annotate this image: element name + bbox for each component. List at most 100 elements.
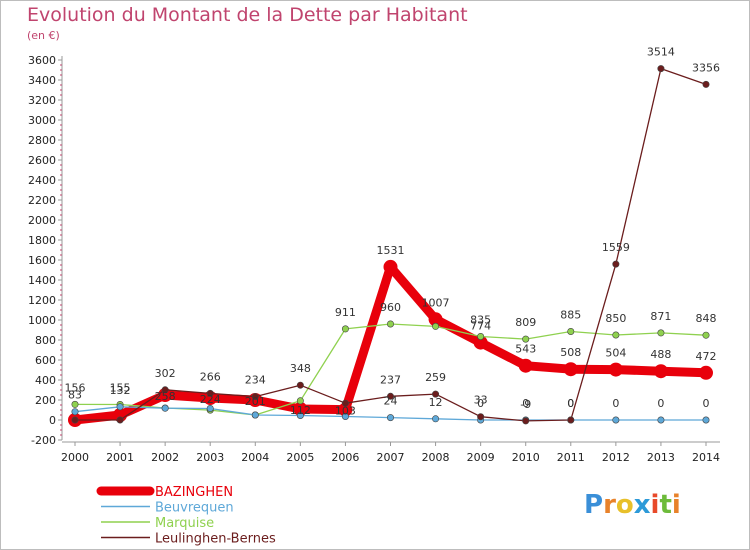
data-label: 0 xyxy=(657,397,664,410)
data-point xyxy=(116,416,124,424)
data-point xyxy=(432,322,440,330)
data-label: 960 xyxy=(380,301,401,314)
data-label: 237 xyxy=(380,373,401,386)
data-point xyxy=(702,331,710,339)
chart-title: Evolution du Montant de la Dette par Hab… xyxy=(27,4,468,26)
data-label: 112 xyxy=(290,404,311,417)
data-point xyxy=(477,413,485,421)
data-point xyxy=(653,364,668,379)
logo-letter: t xyxy=(659,490,672,520)
data-label: 850 xyxy=(605,312,626,325)
data-label: 12 xyxy=(429,396,443,409)
y-tick-label: 2000 xyxy=(28,214,56,227)
data-label: 1559 xyxy=(602,241,630,254)
data-point xyxy=(702,80,710,88)
x-tick-label: 2003 xyxy=(196,451,224,464)
data-label: -9 xyxy=(520,398,531,411)
data-label: 809 xyxy=(515,316,536,329)
chart-subtitle: (en €) xyxy=(27,29,60,42)
y-tick-label: 2600 xyxy=(28,154,56,167)
data-point xyxy=(116,403,124,411)
data-label: 885 xyxy=(560,309,581,322)
data-label: 0 xyxy=(567,397,574,410)
data-point xyxy=(522,335,530,343)
data-point xyxy=(383,259,398,274)
y-tick-label: 0 xyxy=(49,414,56,427)
data-label: 258 xyxy=(155,390,176,403)
x-tick-label: 2010 xyxy=(512,451,540,464)
x-tick-label: 2000 xyxy=(61,451,89,464)
data-label: 0 xyxy=(703,397,710,410)
y-tick-label: 200 xyxy=(35,394,56,407)
proxiti-logo: Proxiti xyxy=(584,490,681,520)
data-label: 774 xyxy=(470,320,491,333)
data-point xyxy=(251,411,259,419)
data-point xyxy=(341,412,349,420)
data-label: 234 xyxy=(245,374,266,387)
y-tick-label: 2800 xyxy=(28,134,56,147)
x-tick-label: 2014 xyxy=(692,451,720,464)
data-label: 302 xyxy=(155,367,176,380)
data-label: 1007 xyxy=(422,296,450,309)
x-tick-label: 2007 xyxy=(377,451,405,464)
data-point xyxy=(699,365,713,380)
data-point xyxy=(161,404,169,412)
data-label: 911 xyxy=(335,306,356,319)
logo-letter: x xyxy=(633,490,651,520)
legend-label: Beuvrequen xyxy=(155,501,234,516)
x-tick-label: 2002 xyxy=(151,451,179,464)
data-label: 871 xyxy=(650,310,671,323)
data-label: 259 xyxy=(425,371,446,384)
data-point xyxy=(71,400,79,408)
data-point xyxy=(206,404,214,412)
data-point xyxy=(296,411,304,419)
data-point xyxy=(296,397,304,405)
data-point xyxy=(657,65,665,73)
data-point xyxy=(341,399,349,407)
x-tick-label: 2004 xyxy=(241,451,269,464)
data-point xyxy=(567,416,575,424)
data-label: 0 xyxy=(567,397,574,410)
y-tick-label: 1600 xyxy=(28,254,56,267)
data-point xyxy=(161,386,169,394)
data-point xyxy=(612,331,620,339)
data-point xyxy=(338,402,353,417)
data-point xyxy=(612,260,620,268)
x-tick-label: 2013 xyxy=(647,451,675,464)
y-tick-label: 600 xyxy=(35,354,56,367)
data-label: 33 xyxy=(474,394,488,407)
data-label: 266 xyxy=(200,370,221,383)
data-point xyxy=(206,389,214,397)
data-point xyxy=(518,358,533,373)
y-tick-label: 400 xyxy=(35,374,56,387)
data-label: 103 xyxy=(335,405,356,418)
data-label: 156 xyxy=(65,381,86,394)
x-tick-label: 2008 xyxy=(422,451,450,464)
data-label: 3356 xyxy=(692,61,720,74)
legend-label: Marquise xyxy=(155,516,214,531)
data-label: 0 xyxy=(477,397,484,410)
x-tick-label: 2009 xyxy=(467,451,495,464)
data-point xyxy=(567,327,575,335)
data-label: 504 xyxy=(605,347,626,360)
data-label: 488 xyxy=(650,348,671,361)
data-label: 543 xyxy=(515,343,536,356)
data-point xyxy=(657,329,665,337)
data-label: 1531 xyxy=(377,244,405,257)
data-point xyxy=(386,392,394,400)
data-point xyxy=(293,402,308,416)
data-point xyxy=(71,416,79,424)
y-tick-label: 1000 xyxy=(28,314,56,327)
legend-label: Leulinghen-Bernes xyxy=(155,532,276,547)
logo-letter: i xyxy=(650,490,660,520)
data-point xyxy=(702,416,710,424)
data-point xyxy=(473,335,488,350)
legend-label: BAZINGHEN xyxy=(155,485,233,500)
data-label: 155 xyxy=(110,382,131,395)
data-label: 3514 xyxy=(647,46,675,59)
x-tick-label: 2005 xyxy=(286,451,314,464)
data-point xyxy=(608,362,623,377)
data-point xyxy=(657,416,665,424)
data-point xyxy=(296,381,304,389)
data-label: 201 xyxy=(245,395,266,408)
